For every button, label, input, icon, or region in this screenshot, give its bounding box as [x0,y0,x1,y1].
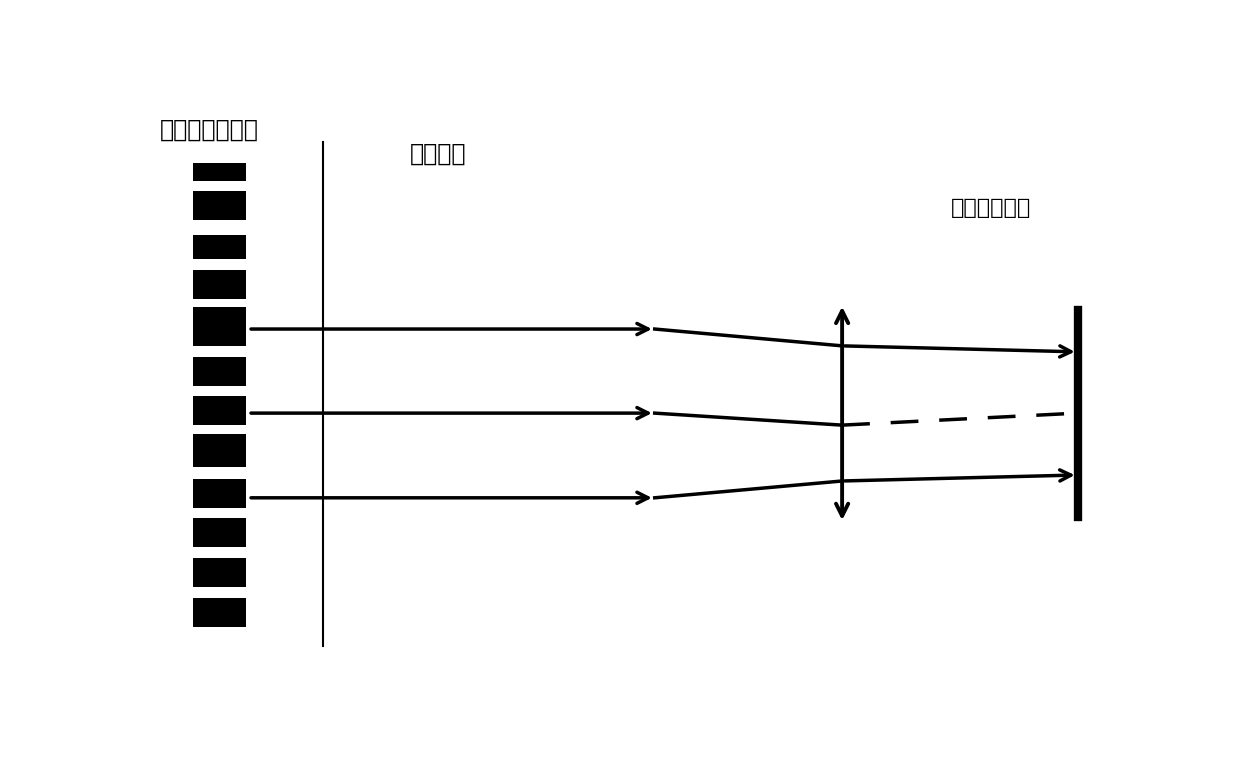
Bar [193,235,247,259]
Bar [193,598,247,627]
Text: 玻璃盖板: 玻璃盖板 [410,142,466,165]
Bar [193,434,247,467]
Bar [193,396,247,425]
Bar [193,479,247,508]
Text: 图像采集模块: 图像采集模块 [951,197,1032,218]
Bar [193,558,247,587]
Text: 结构光照明模块: 结构光照明模块 [160,118,259,142]
Bar [193,357,247,386]
Bar [193,191,247,220]
Bar [193,518,247,547]
Bar [193,307,247,346]
Bar [193,163,247,181]
Bar [193,270,247,299]
